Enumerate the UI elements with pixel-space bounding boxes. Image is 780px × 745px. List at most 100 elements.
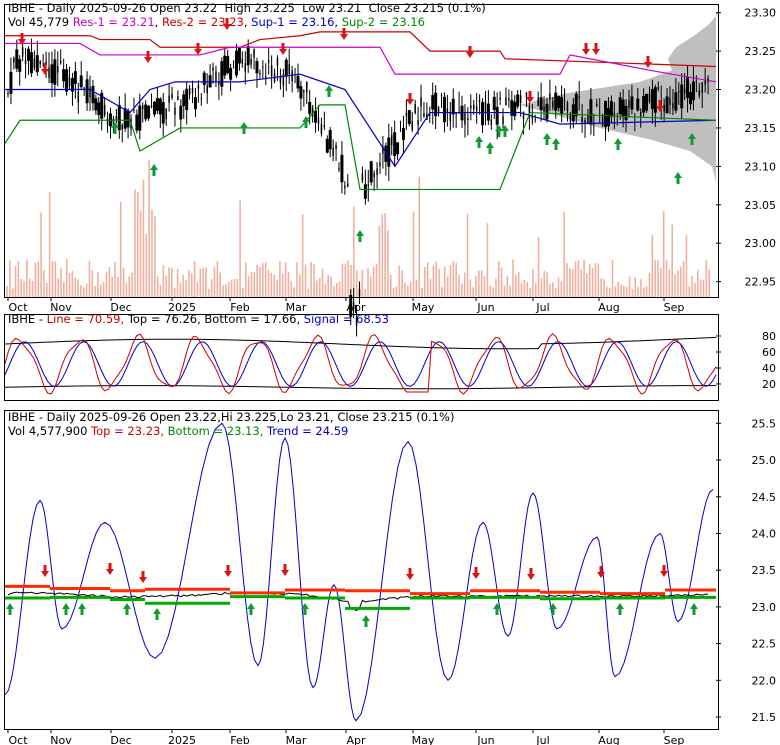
- sell-arrow: [340, 28, 348, 40]
- x-axis-label: Apr: [346, 734, 366, 745]
- x-axis-label: Aug: [598, 734, 619, 745]
- trend-buy-arrow: [247, 603, 255, 615]
- trend-header-line1: IBHE - Daily 2025-09-26 Open 23.22,Hi 23…: [8, 410, 454, 424]
- sell-arrow: [223, 18, 231, 30]
- x-axis-label: May: [412, 301, 435, 314]
- x-axis-label: 2025: [168, 301, 196, 314]
- osc-signal-label: Signal = 68.53: [303, 312, 389, 326]
- x-axis-label: Nov: [50, 301, 72, 314]
- x-axis-label: Oct: [8, 301, 28, 314]
- price-y-tick: 22.95: [745, 276, 777, 289]
- sell-arrow: [41, 63, 49, 75]
- volume-profile: [520, 12, 719, 182]
- x-axis-label: Sep: [664, 734, 685, 745]
- x-axis-label: Jun: [476, 734, 494, 745]
- trend-y-tick: 22.0: [752, 674, 777, 687]
- x-axis-label: 2025: [168, 734, 196, 745]
- osc-y-tick: 40: [762, 362, 776, 375]
- x-axis-label: Dec: [110, 301, 131, 314]
- sell-arrow: [656, 100, 664, 112]
- buy-arrow: [501, 125, 509, 137]
- x-axis-label: Mar: [286, 734, 307, 745]
- trend-y-tick: 23.0: [752, 601, 777, 614]
- trend-volume-text: Vol 4,577,900: [8, 424, 92, 438]
- sell-arrow: [466, 46, 474, 58]
- trend-y-tick: 21.5: [752, 711, 777, 724]
- trend-buy-arrow: [493, 603, 501, 615]
- trend-y-tick: 22.5: [752, 638, 777, 651]
- res1-line: [5, 42, 717, 83]
- osc-y-tick: 60: [762, 346, 776, 359]
- trend-y-tick: 25.0: [752, 454, 777, 467]
- res1-label: Res-1 = 23.21: [72, 15, 155, 29]
- sell-arrow: [18, 33, 26, 45]
- sell-arrow: [644, 56, 652, 68]
- x-axis-label: Mar: [286, 301, 307, 314]
- osc-top-label: Top = 76.26,: [127, 312, 205, 326]
- trend-sell-arrow: [41, 565, 49, 577]
- price-volume-text: Vol 45,779: [8, 15, 73, 29]
- x-axis-label: Aug: [598, 301, 619, 314]
- sell-arrow: [592, 43, 600, 55]
- price-y-tick: 23.30: [745, 7, 777, 20]
- price-panel: [4, 4, 719, 298]
- x-axis-label: Nov: [50, 734, 72, 745]
- trend-sell-arrow: [406, 568, 414, 580]
- trend-buy-arrow: [362, 615, 370, 627]
- trend-buy-arrow: [78, 603, 86, 615]
- osc-ticker: IBHE -: [8, 312, 47, 326]
- price-header-line2: Vol 45,779 Res-1 = 23.21, Res-2 = 23.23,…: [8, 15, 425, 29]
- buy-arrow: [111, 122, 119, 134]
- trend-sell-arrow: [527, 568, 535, 580]
- trend-buy-arrow: [153, 608, 161, 620]
- price-y-tick: 23.15: [745, 122, 777, 135]
- trend-buy-arrow: [690, 603, 698, 615]
- trend-sell-arrow: [106, 563, 114, 575]
- price-y-tick: 23.10: [745, 160, 777, 173]
- buy-arrow: [688, 133, 696, 145]
- trend-sell-arrow: [597, 566, 605, 578]
- sup1-label: Sup-1 = 23.16: [251, 15, 335, 29]
- x-axis-label: Feb: [230, 301, 249, 314]
- x-axis-label: Oct: [8, 734, 28, 745]
- price-y-tick: 23.20: [745, 84, 777, 97]
- x-axis-label: Apr: [346, 301, 366, 314]
- trend-y-tick: 25.5: [752, 417, 777, 430]
- buy-arrow: [552, 138, 560, 150]
- sell-arrow: [144, 51, 152, 63]
- trend-ohlc-text: IBHE - Daily 2025-09-26 Open 23.22,Hi 23…: [8, 410, 455, 424]
- trend-top-label: Top = 23.23,: [91, 424, 168, 438]
- trend-buy-arrow: [301, 603, 309, 615]
- x-axis-label: Dec: [110, 734, 131, 745]
- sell-arrow: [194, 43, 202, 55]
- trend-buy-arrow: [62, 603, 70, 615]
- sup2-line: [4, 104, 717, 191]
- buy-arrow: [325, 85, 333, 97]
- buy-arrow: [475, 136, 483, 148]
- trend-y-tick: 24.0: [752, 527, 777, 540]
- oscillator-header: IBHE - Line = 70.59, Top = 76.26, Bottom…: [8, 312, 389, 326]
- buy-arrow: [543, 133, 551, 145]
- trend-bottom-label: Bottom = 23.13,: [167, 424, 268, 438]
- res2-line: [5, 31, 717, 68]
- osc-bottom-label: Bottom = 17.66,: [204, 312, 304, 326]
- osc-top-line: [4, 336, 717, 350]
- trend-header-line2: Vol 4,577,900 Top = 23.23, Bottom = 23.1…: [8, 424, 348, 438]
- trend-sell-arrow: [472, 567, 480, 579]
- buy-arrow: [302, 116, 310, 128]
- sup1-line: [5, 73, 717, 168]
- osc-signal-line: [4, 341, 717, 387]
- trend-buy-arrow: [123, 603, 131, 615]
- buy-arrow: [356, 230, 364, 242]
- sell-arrow: [582, 43, 590, 55]
- sup2-label: Sup-2 = 23.16: [341, 15, 425, 29]
- trend-sell-arrow: [139, 571, 147, 583]
- trend-sell-arrow: [660, 565, 668, 577]
- x-axis-label: May: [412, 734, 435, 745]
- buy-arrow: [486, 142, 494, 154]
- trend-buy-arrow: [549, 603, 557, 615]
- trend-buy-arrow: [6, 603, 14, 615]
- osc-y-tick: 80: [762, 330, 776, 343]
- trend-buy-arrow: [616, 603, 624, 615]
